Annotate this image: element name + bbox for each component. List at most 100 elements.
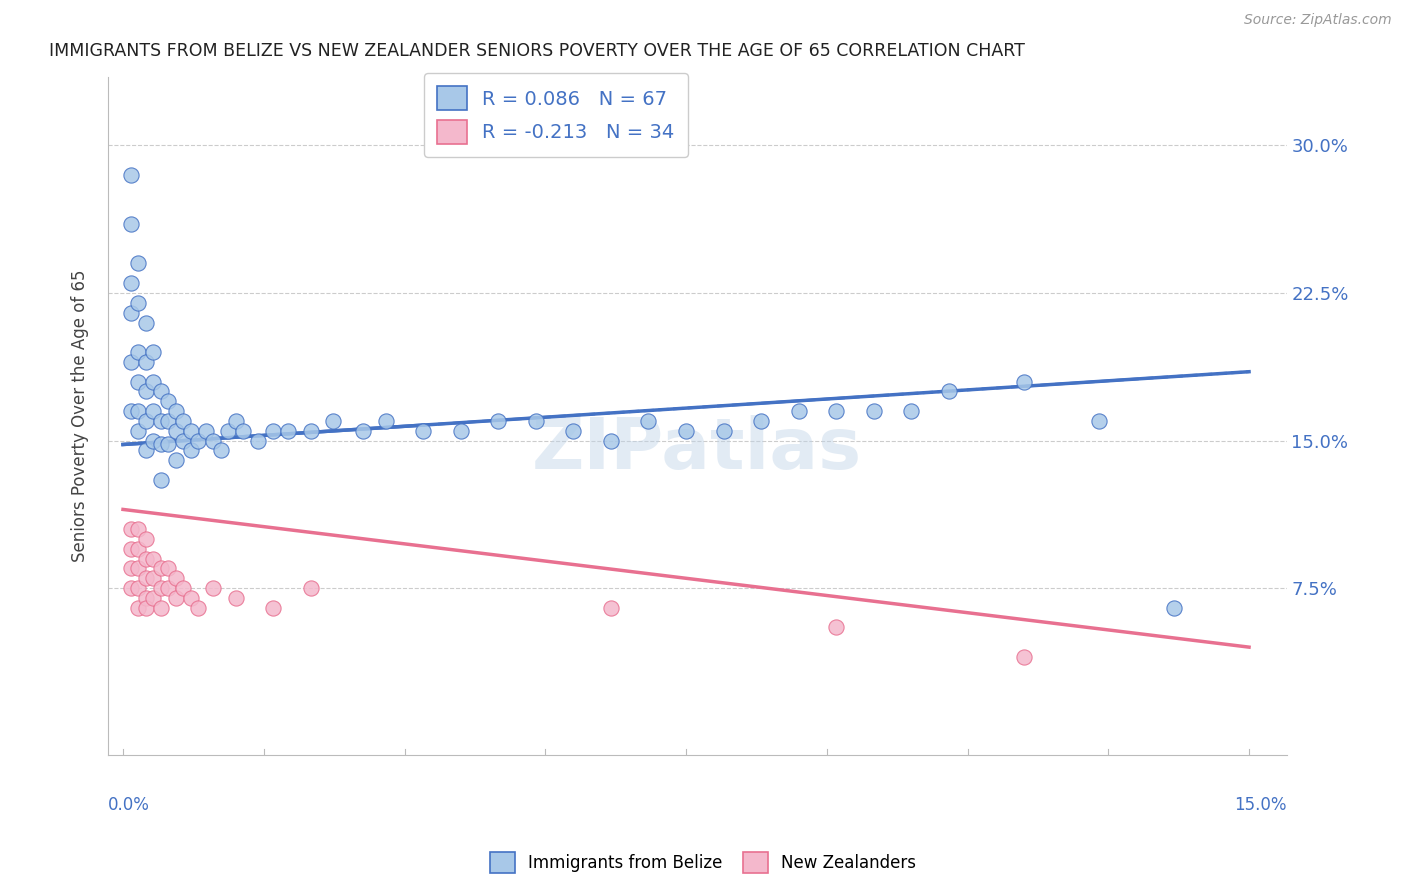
Point: [486, 414, 509, 428]
Point: [120, 217, 142, 231]
Point: [172, 414, 194, 428]
Point: [412, 424, 434, 438]
Point: [187, 434, 209, 448]
Point: [352, 424, 374, 438]
Point: [127, 375, 149, 389]
Point: [149, 384, 172, 399]
Point: [165, 591, 187, 605]
Point: [135, 384, 157, 399]
Point: [127, 600, 149, 615]
Point: [135, 316, 157, 330]
Point: [135, 532, 157, 546]
Point: [157, 581, 180, 595]
Point: [127, 296, 149, 310]
Point: [600, 434, 623, 448]
Point: [749, 414, 772, 428]
Point: [787, 404, 810, 418]
Point: [127, 256, 149, 270]
Point: [262, 600, 284, 615]
Point: [135, 551, 157, 566]
Text: 0.0%: 0.0%: [108, 796, 150, 814]
Point: [149, 473, 172, 487]
Text: ZIPatlas: ZIPatlas: [533, 416, 862, 484]
Point: [277, 424, 299, 438]
Point: [149, 581, 172, 595]
Text: Source: ZipAtlas.com: Source: ZipAtlas.com: [1244, 13, 1392, 28]
Point: [262, 424, 284, 438]
Point: [202, 434, 225, 448]
Point: [194, 424, 217, 438]
Point: [165, 571, 187, 585]
Point: [142, 404, 165, 418]
Point: [600, 600, 623, 615]
Point: [217, 424, 239, 438]
Point: [232, 424, 254, 438]
Point: [120, 168, 142, 182]
Point: [135, 600, 157, 615]
Point: [120, 581, 142, 595]
Legend: Immigrants from Belize, New Zealanders: Immigrants from Belize, New Zealanders: [484, 846, 922, 880]
Point: [1088, 414, 1111, 428]
Point: [120, 522, 142, 536]
Point: [862, 404, 884, 418]
Point: [120, 276, 142, 290]
Point: [172, 581, 194, 595]
Point: [713, 424, 735, 438]
Point: [149, 437, 172, 451]
Point: [157, 394, 180, 409]
Point: [322, 414, 344, 428]
Point: [180, 424, 202, 438]
Point: [127, 581, 149, 595]
Point: [135, 443, 157, 458]
Point: [637, 414, 659, 428]
Point: [524, 414, 547, 428]
Point: [127, 522, 149, 536]
Point: [157, 437, 180, 451]
Point: [120, 306, 142, 320]
Point: [165, 424, 187, 438]
Point: [165, 453, 187, 467]
Point: [225, 591, 247, 605]
Point: [938, 384, 960, 399]
Point: [135, 414, 157, 428]
Point: [149, 414, 172, 428]
Point: [142, 345, 165, 359]
Point: [675, 424, 697, 438]
Point: [180, 591, 202, 605]
Point: [562, 424, 585, 438]
Point: [1012, 375, 1035, 389]
Point: [900, 404, 922, 418]
Point: [225, 414, 247, 428]
Y-axis label: Seniors Poverty Over the Age of 65: Seniors Poverty Over the Age of 65: [72, 269, 89, 562]
Point: [127, 404, 149, 418]
Point: [157, 561, 180, 575]
Point: [825, 620, 848, 634]
Point: [1012, 650, 1035, 665]
Point: [149, 600, 172, 615]
Text: IMMIGRANTS FROM BELIZE VS NEW ZEALANDER SENIORS POVERTY OVER THE AGE OF 65 CORRE: IMMIGRANTS FROM BELIZE VS NEW ZEALANDER …: [49, 42, 1025, 60]
Point: [1163, 600, 1185, 615]
Point: [120, 561, 142, 575]
Point: [127, 561, 149, 575]
Point: [135, 571, 157, 585]
Point: [172, 434, 194, 448]
Point: [299, 424, 322, 438]
Point: [142, 591, 165, 605]
Point: [127, 424, 149, 438]
Point: [209, 443, 232, 458]
Point: [180, 443, 202, 458]
Point: [127, 345, 149, 359]
Point: [157, 414, 180, 428]
Point: [135, 591, 157, 605]
Point: [165, 404, 187, 418]
Point: [135, 355, 157, 369]
Point: [127, 541, 149, 556]
Point: [149, 561, 172, 575]
Point: [142, 551, 165, 566]
Point: [142, 375, 165, 389]
Legend: R = 0.086   N = 67, R = -0.213   N = 34: R = 0.086 N = 67, R = -0.213 N = 34: [423, 73, 688, 157]
Point: [299, 581, 322, 595]
Point: [374, 414, 396, 428]
Point: [202, 581, 225, 595]
Point: [120, 404, 142, 418]
